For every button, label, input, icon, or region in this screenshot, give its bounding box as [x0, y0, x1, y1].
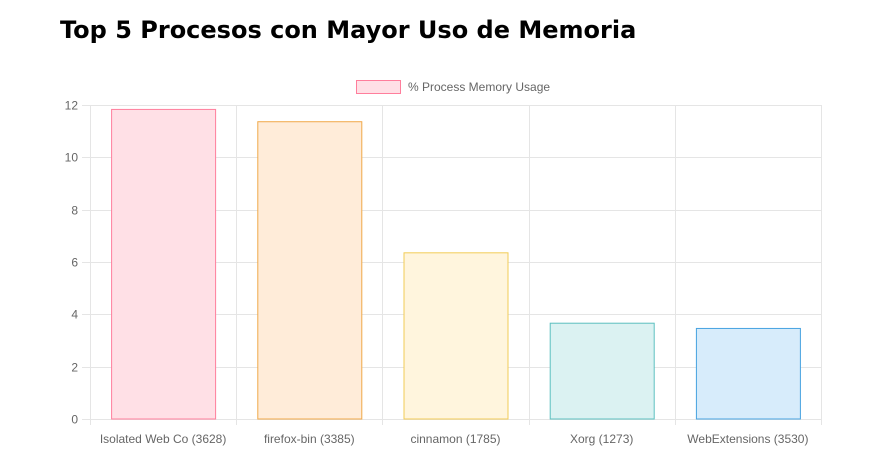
y-tick-label: 12: [65, 99, 79, 113]
chart-axes: 0 2 4 6 8 10 12 Isolated Web Co (3628) firefox-b…: [65, 99, 809, 447]
legend-label[interactable]: % Process Memory Usage: [408, 80, 550, 94]
x-tick-label: firefox-bin (3385): [264, 432, 355, 446]
y-tick-label: 8: [71, 204, 78, 218]
chart-legend[interactable]: % Process Memory Usage: [356, 80, 551, 94]
bar[interactable]: [695, 327, 801, 420]
bar[interactable]: [257, 121, 363, 420]
legend-swatch[interactable]: [356, 80, 401, 94]
y-tick-label: 6: [71, 256, 78, 270]
bar[interactable]: [549, 322, 655, 420]
page-title: Top 5 Procesos con Mayor Uso de Memoria: [60, 16, 637, 44]
y-tick-label: 2: [71, 361, 78, 375]
chart-bars: [111, 108, 801, 420]
x-tick-label: Isolated Web Co (3628): [100, 432, 227, 446]
bar[interactable]: [403, 252, 509, 420]
x-tick-label: WebExtensions (3530): [687, 432, 808, 446]
x-tick-label: Xorg (1273): [570, 432, 633, 446]
y-tick-label: 4: [71, 308, 78, 322]
x-tick-label: cinnamon (1785): [410, 432, 500, 446]
y-tick-label: 0: [71, 413, 78, 427]
y-tick-label: 10: [65, 151, 79, 165]
bar[interactable]: [111, 108, 217, 420]
